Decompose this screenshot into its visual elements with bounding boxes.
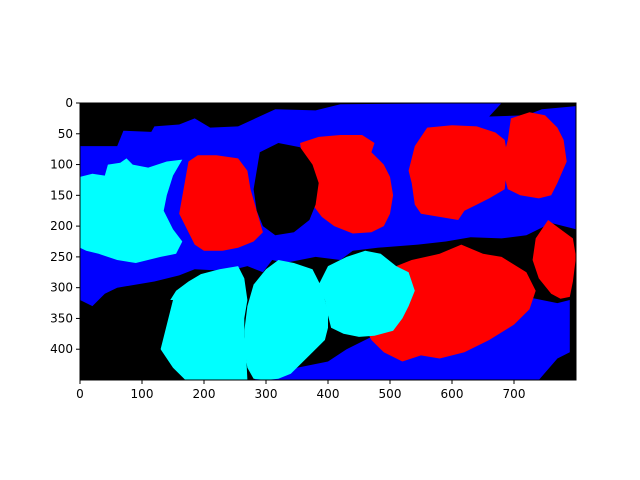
region-layer xyxy=(80,103,576,380)
x-tick-label: 200 xyxy=(193,387,216,401)
y-tick-label: 100 xyxy=(50,158,73,172)
y-tick-label: 350 xyxy=(50,311,73,325)
region-cyan-lower-center xyxy=(244,260,328,380)
x-axis: 0 100 200 300 400 500 600 700 xyxy=(76,380,525,401)
x-tick-label: 300 xyxy=(255,387,278,401)
region-red-left xyxy=(179,155,263,251)
region-cyan-mid xyxy=(318,250,415,337)
x-tick-label: 700 xyxy=(503,387,526,401)
region-red-mid-upper xyxy=(300,135,394,234)
plot-area xyxy=(79,102,577,381)
region-red-right-small xyxy=(532,220,576,299)
region-black-lower-left-block xyxy=(80,300,186,380)
y-tick-label: 150 xyxy=(50,188,73,202)
x-tick-label: 400 xyxy=(317,387,340,401)
y-tick-label: 400 xyxy=(50,342,73,356)
x-tick-label: 600 xyxy=(441,387,464,401)
y-tick-label: 0 xyxy=(65,96,73,110)
y-tick-label: 200 xyxy=(50,219,73,233)
x-tick-label: 0 xyxy=(76,387,84,401)
region-cyan-lower-left xyxy=(157,266,248,380)
y-axis: 0 50 100 150 200 250 300 350 400 xyxy=(50,96,80,356)
y-tick-label: 300 xyxy=(50,281,73,295)
region-cyan-left xyxy=(80,158,183,263)
region-red-upper-right-a xyxy=(408,125,508,220)
region-black-center-blob xyxy=(253,143,319,236)
y-tick-label: 250 xyxy=(50,250,73,264)
y-tick-label: 50 xyxy=(58,127,73,141)
x-tick-label: 100 xyxy=(131,387,154,401)
region-red-upper-right-b xyxy=(501,112,567,199)
x-tick-label: 500 xyxy=(379,387,402,401)
